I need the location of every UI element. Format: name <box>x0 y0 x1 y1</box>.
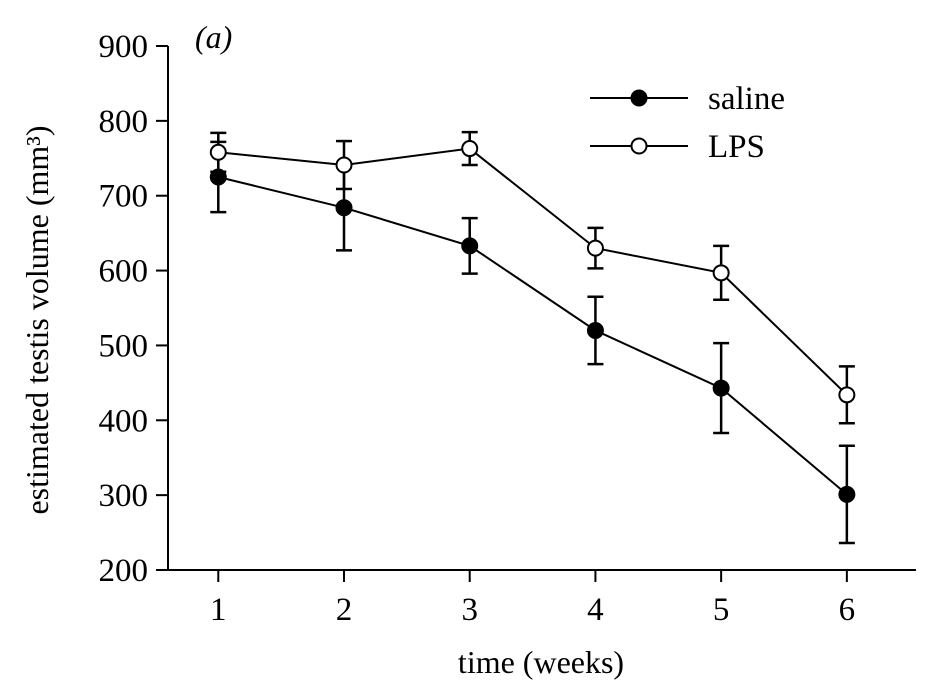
y-tick-label: 800 <box>99 104 149 140</box>
data-point <box>712 379 730 397</box>
series-layer <box>209 130 856 545</box>
x-tick-label: 5 <box>713 592 730 628</box>
y-tick-label: 400 <box>99 403 149 439</box>
x-tick-label: 3 <box>461 592 478 628</box>
data-point <box>461 140 479 158</box>
legend-marker <box>630 89 648 107</box>
legend: saline LPS <box>590 81 785 165</box>
y-axis-label: estimated testis volume (mm³) <box>19 125 55 514</box>
legend-item: saline <box>590 81 785 117</box>
y-tick-label: 200 <box>99 553 149 589</box>
data-point <box>586 239 604 257</box>
series-saline <box>209 140 856 545</box>
legend-marker <box>630 137 648 155</box>
panel-label: (a) <box>195 19 232 55</box>
y-tick-label: 300 <box>99 478 149 514</box>
y-tick-label: 600 <box>99 254 149 290</box>
legend-label: saline <box>708 81 785 117</box>
legend-label: LPS <box>708 129 765 165</box>
x-tick-label: 4 <box>587 592 604 628</box>
y-tick-label: 700 <box>99 179 149 215</box>
axes: 200 300 400 500 600 700 800 900 1 2 3 4 5 6 <box>99 29 916 628</box>
x-tick-label: 6 <box>839 592 856 628</box>
series-line-lps <box>218 147 848 396</box>
data-point <box>461 237 479 255</box>
data-point <box>838 485 856 503</box>
data-point <box>586 321 604 339</box>
series-line-saline <box>218 176 848 496</box>
data-point <box>712 264 730 282</box>
data-point <box>838 386 856 404</box>
data-point <box>335 156 353 174</box>
y-tick-label: 900 <box>99 29 149 65</box>
series-lps <box>209 130 856 425</box>
y-tick-label: 500 <box>99 328 149 364</box>
data-point <box>209 143 227 161</box>
data-point <box>335 199 353 217</box>
x-tick-label: 2 <box>336 592 353 628</box>
x-axis-label: time (weeks) <box>458 644 624 680</box>
legend-item: LPS <box>590 129 765 165</box>
x-tick-label: 1 <box>210 592 227 628</box>
